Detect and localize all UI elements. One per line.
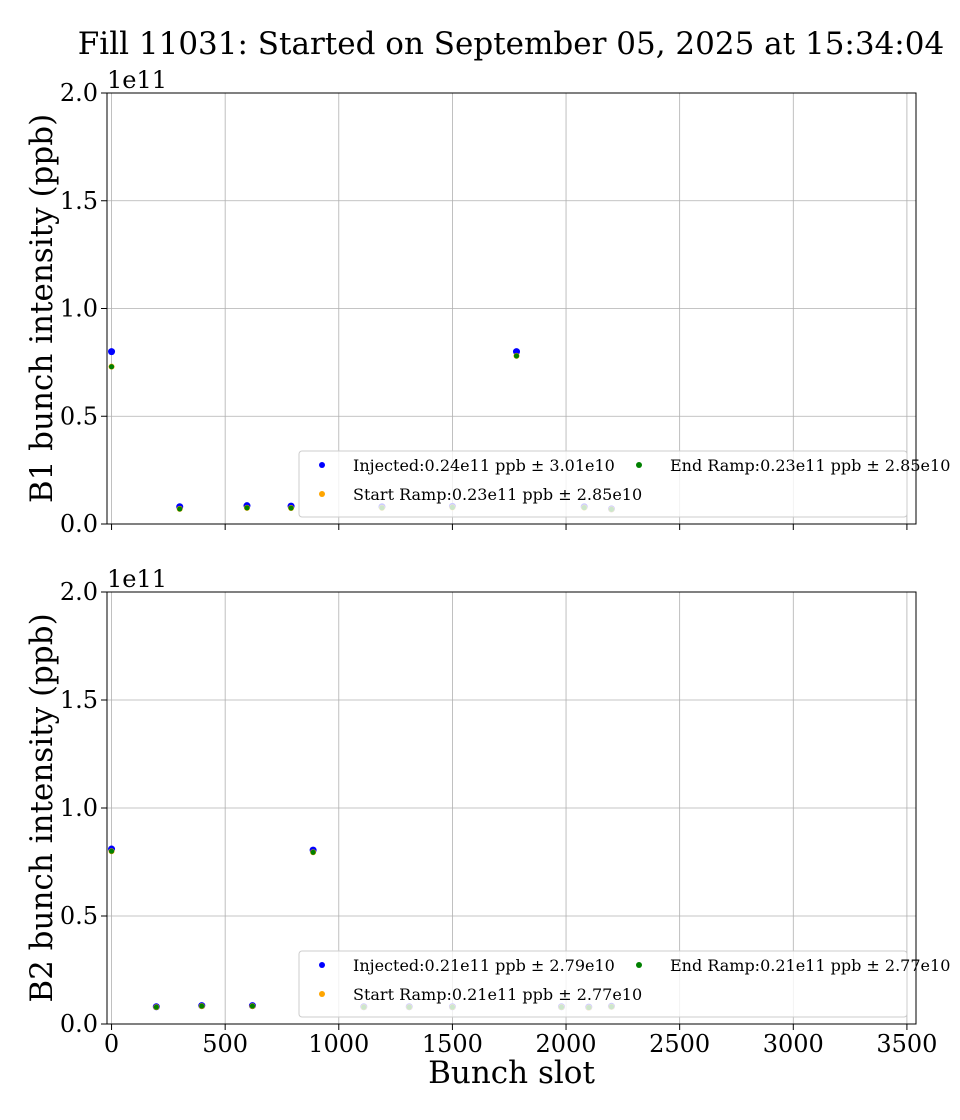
x-tick-label: 1000	[308, 1030, 369, 1058]
legend: Injected:0.21e11 ppb ± 2.79e10 Start Ramp…	[298, 950, 950, 1018]
y-tick-label: 2.0	[60, 79, 98, 107]
y-tick-label: 0.5	[60, 402, 98, 430]
legend-marker-end-ramp	[636, 962, 642, 968]
axes-frame	[106, 591, 917, 1025]
legend-marker-start-ramp	[319, 991, 325, 997]
legend-label-end-ramp: End Ramp:0.23e11 ppb ± 2.85e10	[670, 456, 950, 475]
x-tick-label: 3500	[876, 1030, 937, 1058]
y-axis-label: B1 bunch intensity (ppb)	[24, 114, 60, 503]
x-tick-label: 2500	[649, 1030, 710, 1058]
x-tick-label: 0	[104, 1030, 119, 1058]
y-tick-label: 0.0	[60, 1010, 98, 1038]
data-point	[310, 849, 316, 855]
legend-label-injected: Injected:0.24e11 ppb ± 3.01e10	[353, 456, 615, 475]
data-point	[177, 506, 183, 512]
axes-frame	[106, 92, 917, 525]
legend-marker-injected	[319, 462, 325, 468]
data-point	[513, 353, 520, 359]
legend-label-end-ramp: End Ramp:0.21e11 ppb ± 2.77e10	[670, 956, 950, 975]
legend: Injected:0.24e11 ppb ± 3.01e10 Start Ramp…	[298, 450, 950, 518]
legend-marker-end-ramp	[636, 462, 642, 468]
y-tick-label: 1.5	[60, 686, 98, 714]
y-tick-label: 1.0	[60, 295, 98, 323]
x-tick-label: 3000	[763, 1030, 824, 1058]
x-tick-label: 500	[202, 1030, 248, 1058]
x-tick-label: 2000	[536, 1030, 597, 1058]
x-axis-label: Bunch slot	[428, 1055, 595, 1091]
legend-frame	[298, 950, 908, 1018]
y-offset-label: 1e11	[107, 565, 167, 593]
legend-label-start-ramp: Start Ramp:0.23e11 ppb ± 2.85e10	[353, 485, 642, 504]
data-point	[108, 348, 116, 356]
panel-1: 0.0 0.5 1.0 1.5 2.0 1e11 B1 bunch intensity (p…	[24, 66, 950, 538]
data-point	[288, 505, 294, 511]
data-point	[249, 1003, 256, 1009]
panels: 0.0 0.5 1.0 1.5 2.0 1e11 B1 bunch intensity (p…	[24, 66, 950, 1091]
data-point	[153, 1004, 159, 1010]
data-point	[512, 348, 520, 356]
data-point	[108, 364, 115, 370]
legend-label-injected: Injected:0.21e11 ppb ± 2.79e10	[353, 956, 615, 975]
panel-2: 0 500 1000 1500 2000 2500 3000 3500 0.0 0.5 1.0 1.5…	[24, 565, 950, 1091]
legend-marker-injected	[319, 962, 325, 968]
y-tick-label: 1.0	[60, 794, 98, 822]
legend-label-start-ramp: Start Ramp:0.21e11 ppb ± 2.77e10	[353, 985, 642, 1004]
data-point	[108, 848, 115, 854]
data-point	[244, 505, 250, 511]
y-offset-label: 1e11	[107, 66, 167, 94]
data-point	[199, 1003, 205, 1009]
legend-frame	[298, 450, 908, 518]
figure-title: Fill 11031: Started on September 05, 202…	[78, 26, 944, 62]
y-tick-label: 2.0	[60, 578, 98, 606]
y-tick-label: 0.5	[60, 902, 98, 930]
y-axis-label: B2 bunch intensity (ppb)	[24, 613, 60, 1002]
y-tick-label: 1.5	[60, 187, 98, 215]
y-tick-label: 0.0	[60, 510, 98, 538]
legend-marker-start-ramp	[319, 491, 325, 497]
x-tick-label: 1500	[422, 1030, 483, 1058]
